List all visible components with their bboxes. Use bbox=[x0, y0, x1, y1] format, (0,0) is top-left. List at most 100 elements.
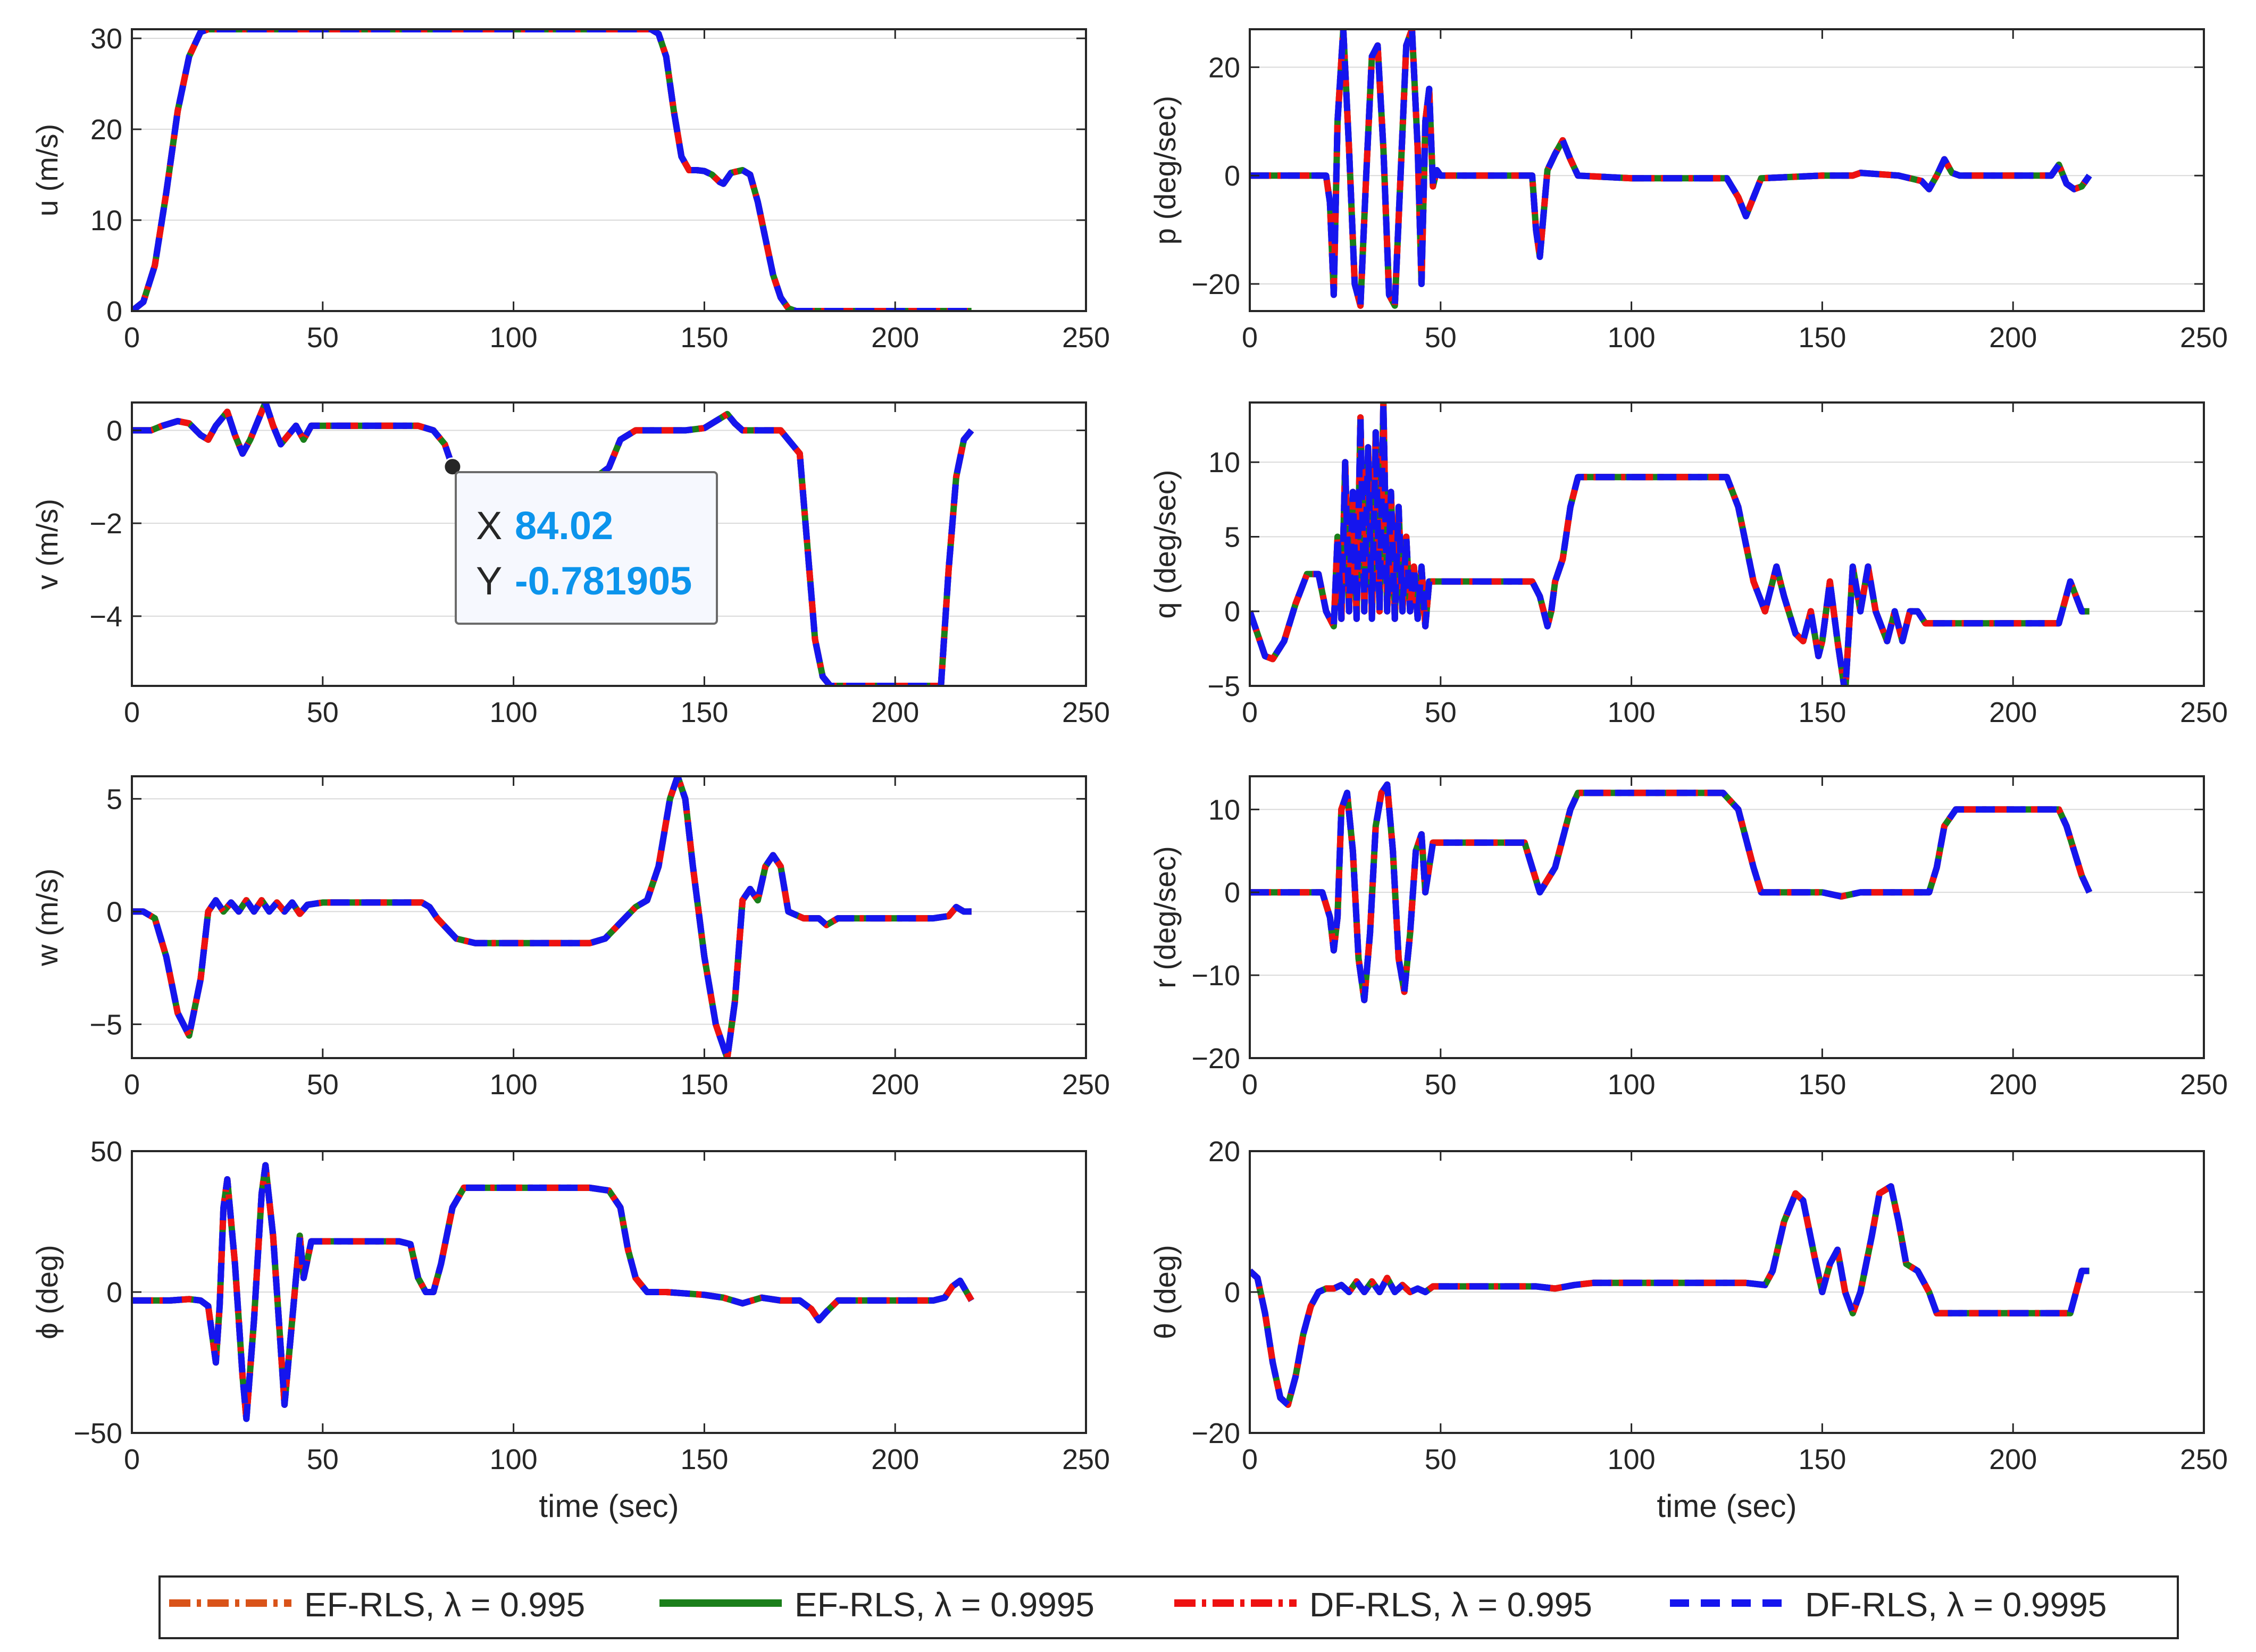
xtick-label-v: 100 bbox=[490, 697, 538, 728]
xtick-label-theta: 0 bbox=[1242, 1444, 1258, 1475]
xtick-label-r: 150 bbox=[1798, 1069, 1846, 1101]
series-line-v-3 bbox=[132, 402, 974, 686]
series-line-phi-3 bbox=[132, 1162, 974, 1422]
xtick-label-q: 250 bbox=[2180, 697, 2228, 728]
xtick-label-r: 250 bbox=[2180, 1069, 2228, 1101]
series-group-u bbox=[132, 29, 972, 311]
xtick-label-r: 100 bbox=[1608, 1069, 1656, 1101]
xtick-label-r: 0 bbox=[1242, 1069, 1258, 1101]
xtick-label-w: 0 bbox=[124, 1069, 140, 1101]
ytick-label-r: 0 bbox=[1224, 877, 1240, 909]
xtick-label-p: 200 bbox=[1989, 322, 2037, 354]
ytick-label-theta: −20 bbox=[1191, 1418, 1240, 1449]
ytick-label-u: 20 bbox=[90, 114, 122, 146]
xlabel-phi: time (sec) bbox=[539, 1488, 679, 1524]
xtick-label-w: 50 bbox=[307, 1069, 339, 1101]
legend-label-df-0995: DF-RLS, λ = 0.995 bbox=[1309, 1586, 1592, 1624]
xtick-label-p: 0 bbox=[1242, 322, 1258, 354]
xtick-label-v: 250 bbox=[1062, 697, 1110, 728]
xtick-label-theta: 250 bbox=[2180, 1444, 2228, 1475]
xtick-label-phi: 50 bbox=[307, 1444, 339, 1475]
xtick-label-u: 150 bbox=[680, 322, 728, 354]
axes-frame-q bbox=[1249, 401, 2205, 687]
ytick-label-u: 10 bbox=[90, 205, 122, 237]
xtick-label-v: 50 bbox=[307, 697, 339, 728]
datatip-y-label: Y bbox=[476, 559, 502, 603]
ylabel-theta: θ (deg) bbox=[1148, 1245, 1182, 1339]
xtick-label-u: 50 bbox=[307, 322, 339, 354]
ytick-label-p: 0 bbox=[1224, 160, 1240, 192]
xtick-label-q: 0 bbox=[1242, 697, 1258, 728]
legend-box bbox=[158, 1575, 2179, 1639]
xlabel-theta: time (sec) bbox=[1657, 1488, 1797, 1524]
xtick-label-r: 50 bbox=[1425, 1069, 1457, 1101]
series-line-w-3 bbox=[132, 776, 972, 1058]
legend: EF-RLS, λ = 0.995 EF-RLS, λ = 0.9995 DF-… bbox=[158, 1575, 2179, 1639]
series-group-r bbox=[1250, 781, 2093, 1003]
xtick-label-phi: 0 bbox=[124, 1444, 140, 1475]
ytick-label-r: −10 bbox=[1191, 960, 1240, 992]
ytick-label-q: 5 bbox=[1224, 521, 1240, 553]
series-group-theta bbox=[1250, 1183, 2090, 1408]
ytick-label-w: −5 bbox=[89, 1009, 122, 1041]
ytick-label-u: 30 bbox=[90, 23, 122, 55]
series-line-theta-3 bbox=[1250, 1183, 2090, 1408]
series-line-p-3 bbox=[1250, 29, 2092, 309]
ytick-label-phi: 0 bbox=[106, 1277, 122, 1309]
xtick-label-q: 200 bbox=[1989, 697, 2037, 728]
xtick-label-q: 100 bbox=[1608, 697, 1656, 728]
ylabel-phi: ϕ (deg) bbox=[30, 1245, 64, 1339]
series-group-w bbox=[132, 776, 972, 1058]
xtick-label-w: 250 bbox=[1062, 1069, 1110, 1101]
datatip-y-value: -0.781905 bbox=[515, 559, 692, 603]
series-line-u-3 bbox=[132, 29, 972, 311]
series-group-p bbox=[1250, 29, 2092, 309]
axes-frame-w bbox=[131, 775, 1087, 1059]
datatip-marker[interactable] bbox=[443, 457, 462, 476]
xtick-label-u: 100 bbox=[490, 322, 538, 354]
xtick-label-u: 0 bbox=[124, 322, 140, 354]
ytick-label-u: 0 bbox=[106, 296, 122, 328]
ylabel-r: r (deg/sec) bbox=[1148, 846, 1182, 988]
legend-label-ef-09995: EF-RLS, λ = 0.9995 bbox=[795, 1586, 1094, 1624]
ylabel-u: u (m/s) bbox=[30, 124, 64, 216]
subplot-u: 0 50 100 150 200 250 0 10 20 30 u (m/s) bbox=[30, 23, 1110, 354]
ytick-label-q: 10 bbox=[1208, 447, 1240, 479]
ytick-label-phi: −50 bbox=[73, 1418, 122, 1449]
xtick-label-theta: 200 bbox=[1989, 1444, 2037, 1475]
xtick-label-r: 200 bbox=[1989, 1069, 2037, 1101]
axes-frame-v bbox=[131, 401, 1087, 687]
xtick-label-q: 50 bbox=[1425, 697, 1457, 728]
xtick-label-q: 150 bbox=[1798, 697, 1846, 728]
datatip-x-value: 84.02 bbox=[515, 504, 613, 548]
ytick-label-theta: 20 bbox=[1208, 1136, 1240, 1168]
xtick-label-p: 50 bbox=[1425, 322, 1457, 354]
ytick-label-w: 5 bbox=[106, 783, 122, 815]
datatip-x-label: X bbox=[476, 504, 502, 548]
xtick-label-phi: 150 bbox=[680, 1444, 728, 1475]
xtick-label-w: 100 bbox=[490, 1069, 538, 1101]
xtick-label-p: 150 bbox=[1798, 322, 1846, 354]
datatip-box bbox=[455, 471, 718, 625]
axes-frame-p bbox=[1249, 28, 2205, 312]
ytick-label-p: −20 bbox=[1191, 269, 1240, 300]
subplot-r: 0 50 100 150 200 250 −20 −10 0 10 r (deg/sec) bbox=[1148, 775, 2228, 1101]
xtick-label-v: 0 bbox=[124, 697, 140, 728]
ylabel-w: w (m/s) bbox=[30, 868, 64, 967]
ytick-label-r: 10 bbox=[1208, 794, 1240, 826]
ytick-label-w: 0 bbox=[106, 896, 122, 928]
xtick-label-u: 250 bbox=[1062, 322, 1110, 354]
datatip[interactable]: X 84.02 Y -0.781905 bbox=[443, 457, 718, 625]
ytick-label-v: −4 bbox=[89, 601, 122, 633]
series-group-q bbox=[1250, 402, 2090, 686]
ytick-label-theta: 0 bbox=[1224, 1277, 1240, 1309]
xtick-label-theta: 50 bbox=[1425, 1444, 1457, 1475]
xtick-label-phi: 100 bbox=[490, 1444, 538, 1475]
series-group-phi bbox=[132, 1162, 974, 1422]
xtick-label-w: 150 bbox=[680, 1069, 728, 1101]
